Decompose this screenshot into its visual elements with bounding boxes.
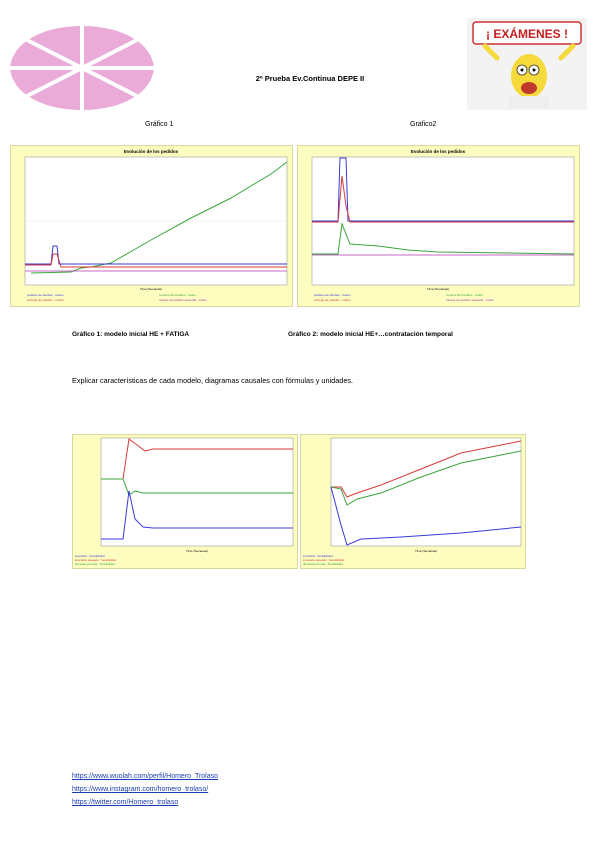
chart-4-legend-1: inventario : Sensibilidad — [303, 554, 333, 558]
chart-3-xlabel: Time (Semanas) — [186, 549, 208, 553]
link-twitter[interactable]: https://twitter.com/Homero_trolaso — [72, 799, 179, 806]
link-instagram[interactable]: https://www.instagram.com/homero_trolaso… — [72, 786, 209, 793]
caption-grafico-1: Gráfico 1 — [145, 121, 174, 128]
instruction-text: Explicar características de cada modelo,… — [72, 376, 354, 385]
university-logo — [10, 26, 154, 110]
chart-1-legend-2: entrega de pedidos : cuatro — [27, 298, 64, 302]
chart-2-legend-2: entrega de pedidos : cuatro — [314, 298, 351, 302]
chart-3: Time (Semanas) inventario : Sensibilidad… — [72, 434, 298, 569]
chart-2-series-green — [312, 222, 575, 255]
chart-4-series-green — [330, 450, 522, 506]
chart-1-legend-4: cartera de pedidos deseada : cuatro — [159, 298, 207, 302]
chart-3-legend-3: demanda prevista : Sensibilidad — [75, 562, 115, 566]
chart-1-series-blue — [25, 245, 287, 265]
badge-text: ¡ EXÁMENES ! — [486, 26, 568, 41]
chart-2-xlabel: Time (Semanas) — [427, 287, 449, 291]
chart-1-series-green — [30, 161, 288, 274]
figure-caption-2: Gráfico 2: modelo inicial HE+…contrataci… — [288, 331, 453, 338]
chart-4-xlabel: Time (Semanas) — [415, 549, 437, 553]
chart-2-title: Evolución de los pedidos — [411, 149, 466, 154]
chart-2-series-red — [312, 175, 574, 223]
chart-4-legend-3: demanda prevista : Sensibilidad — [303, 562, 343, 566]
chart-1-legend-1: pedidos de clientes : cuatro — [27, 293, 64, 297]
chart-3-series-blue — [101, 490, 293, 540]
chart-2-legend-4: cartera de pedidos deseada : cuatro — [446, 298, 494, 302]
caption-grafico-2: Grafico2 — [410, 121, 437, 128]
page-title: 2º Prueba Ev.Continua DEPE II — [255, 74, 365, 83]
chart-3-legend-2: inventario deseado : Sensibilidad — [75, 558, 116, 562]
chart-4-series-blue — [330, 486, 522, 546]
chart-4-series-red — [331, 440, 522, 498]
chart-2: Evolución de los pedidos Time (Semanas) … — [297, 145, 580, 307]
link-wuolah[interactable]: https://www.wuolah.com/perfil/Homero_Tro… — [72, 773, 219, 780]
chart-3-series-green — [101, 478, 293, 496]
chart-2-series-blue — [312, 157, 574, 222]
chart-1-title: Evolución de los pedidos — [124, 149, 179, 154]
chart-2-legend-1: pedidos de clientes : cuatro — [314, 293, 351, 297]
chart-1-legend-3: Cartera De Pedidos : cuatro — [159, 293, 197, 297]
examenes-badge: ¡ EXÁMENES ! — [467, 18, 587, 110]
chart-1-xlabel: Time (Semanas) — [140, 287, 162, 291]
figure-caption-1: Gráfico 1: modelo inicial HE + FATIGA — [72, 331, 190, 338]
chart-1-series-red — [25, 253, 287, 268]
chart-4: Time (Semanas) inventario : Sensibilidad… — [300, 434, 526, 569]
chart-4-legend-2: inventario deseado : Sensibilidad — [303, 558, 344, 562]
chart-1: Evolución de los pedidos Time (Semanas) … — [10, 145, 293, 307]
chart-3-legend-1: inventario : Sensibilidad — [75, 554, 105, 558]
chart-2-legend-3: Cartera De Pedidos : cuatro — [446, 293, 484, 297]
